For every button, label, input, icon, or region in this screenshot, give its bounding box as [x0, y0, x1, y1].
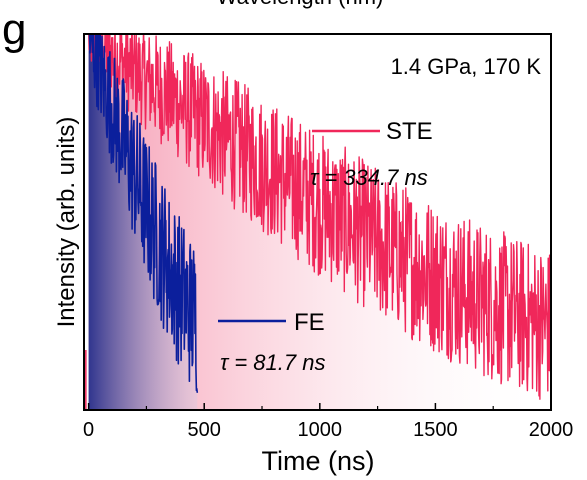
fe-tau-label: τ = 81.7 ns	[220, 350, 325, 375]
x-tick-label: 0	[83, 419, 94, 441]
x-axis-label: Time (ns)	[262, 446, 375, 476]
ste-decay-curve	[88, 34, 551, 400]
panel-label: g	[2, 5, 26, 54]
y-axis-label: Intensity (arb. units)	[53, 117, 80, 328]
top-axis-label: Wavelength (nm)	[217, 0, 384, 9]
x-tick-label: 2000	[529, 419, 574, 441]
condition-annotation: 1.4 GPa, 170 K	[391, 54, 542, 79]
fe-decay-curve	[88, 34, 199, 393]
plot-area	[85, 34, 551, 410]
ste-legend-label: STE	[386, 118, 433, 145]
ste-tau-label: τ = 334.7 ns	[310, 165, 428, 190]
fe-legend-label: FE	[294, 309, 325, 336]
plot-frame	[83, 33, 552, 411]
x-axis-ticks: 0 500 1000 1500 2000	[83, 403, 573, 441]
x-tick-label: 1000	[298, 419, 343, 441]
x-tick-label: 1500	[413, 419, 458, 441]
x-tick-label: 500	[188, 419, 221, 441]
